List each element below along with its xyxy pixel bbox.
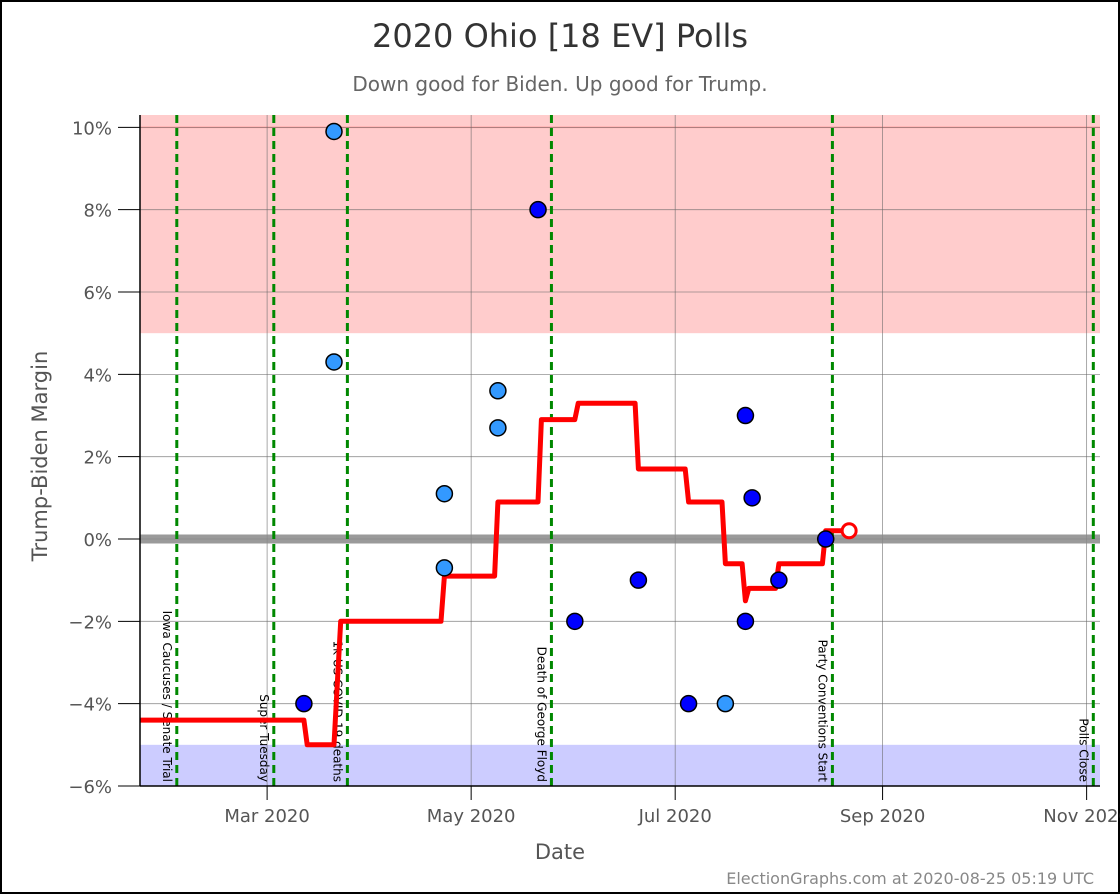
y-tick-label: 4% — [83, 365, 112, 386]
poll-point — [716, 694, 735, 713]
poll-point — [325, 122, 343, 141]
x-tick-label: Jul 2020 — [638, 806, 712, 827]
poll-point — [679, 694, 698, 713]
y-tick-label: 8% — [83, 201, 112, 222]
band-1 — [140, 744, 1100, 786]
axes — [139, 115, 1100, 787]
poll-point — [529, 200, 547, 219]
x-tick-label: Mar 2020 — [224, 806, 310, 827]
credit-text: ElectionGraphs.com at 2020-08-25 05:19 U… — [726, 869, 1094, 888]
event-label-4: Party Conventions Start — [815, 640, 829, 783]
poll-point — [736, 612, 755, 631]
event-label-1: Super Tuesday — [257, 694, 271, 782]
y-tick-label: 10% — [72, 118, 112, 139]
y-tick-label: −2% — [68, 612, 112, 633]
poll-point — [325, 353, 343, 371]
x-axis-label: Date — [535, 840, 585, 864]
poll-point — [566, 612, 584, 631]
y-tick-label: −6% — [68, 777, 112, 798]
poll-point — [770, 571, 788, 589]
event-label-3: Death of George Floyd — [534, 647, 548, 782]
poll-average — [140, 400, 858, 748]
poll-point — [629, 571, 648, 589]
y-tick-label: −4% — [68, 695, 112, 716]
y-tick-label: 6% — [83, 283, 112, 304]
event-label-0: Iowa Caucuses / Senate Trial — [160, 611, 174, 782]
x-tick-label: Sep 2020 — [840, 806, 925, 827]
event-lines: Iowa Caucuses / Senate Trial Super Tuesda… — [160, 115, 1095, 786]
y-tick-label: 2% — [83, 448, 112, 469]
x-tick-label: May 2020 — [427, 806, 516, 827]
y-tick-labels: 10% 8% 6% 4% 2% 0% −2% −4% −6% — [68, 118, 140, 798]
x-tick-label: Nov 2020 — [1043, 806, 1120, 827]
x-tick-labels: Mar 2020 May 2020 Jul 2020 Sep 2020 Nov 2020 — [224, 786, 1120, 827]
event-label-5: Polls Close — [1076, 718, 1090, 782]
poll-point — [816, 530, 835, 548]
average-line — [140, 400, 850, 748]
band-0 — [140, 115, 1100, 334]
poll-point — [489, 419, 507, 437]
poll-point — [489, 382, 507, 400]
y-tick-label: 0% — [83, 530, 112, 551]
chart-subtitle: Down good for Biden. Up good for Trump. — [352, 72, 767, 96]
poll-point — [736, 406, 755, 425]
poll-point — [435, 484, 454, 503]
current-average-marker — [840, 522, 858, 540]
poll-point — [743, 489, 761, 507]
margin-bands — [140, 115, 1100, 786]
chart-title: 2020 Ohio [18 EV] Polls — [372, 17, 748, 55]
poll-point — [435, 559, 454, 577]
y-axis-label: Trump-Biden Margin — [28, 351, 52, 563]
poll-point — [295, 694, 313, 713]
poll-points — [295, 122, 835, 713]
